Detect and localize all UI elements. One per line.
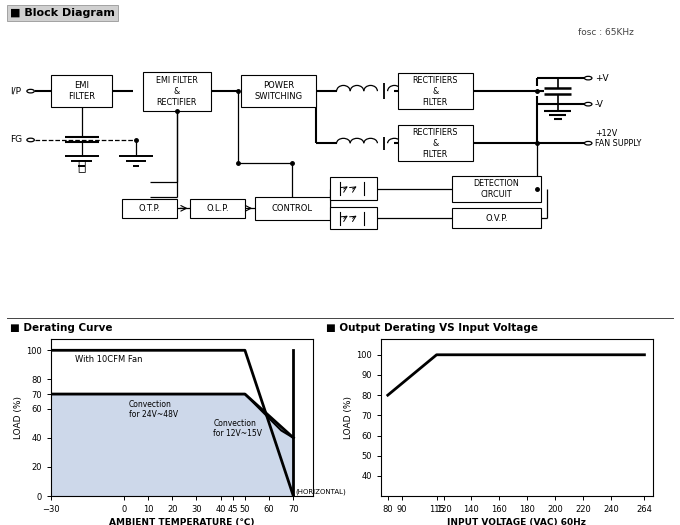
Bar [51, 75, 112, 108]
Bar [255, 197, 330, 219]
Y-axis label: LOAD (%): LOAD (%) [344, 396, 353, 439]
Text: EMI FILTER
&
RECTIFIER: EMI FILTER & RECTIFIER [156, 76, 198, 107]
Text: With 10CFM Fan: With 10CFM Fan [75, 355, 143, 364]
Text: Convection
for 12V~15V: Convection for 12V~15V [214, 419, 262, 438]
Text: (HORIZONTAL): (HORIZONTAL) [296, 488, 347, 495]
Bar [398, 125, 473, 161]
Text: Convection
for 24V~48V: Convection for 24V~48V [129, 400, 177, 419]
Text: ■ Block Diagram: ■ Block Diagram [10, 8, 115, 18]
Text: CONTROL: CONTROL [272, 204, 313, 213]
Text: RECTIFIERS
&
FILTER: RECTIFIERS & FILTER [413, 128, 458, 159]
Bar [398, 74, 473, 109]
Bar [190, 198, 245, 218]
Bar [122, 198, 177, 218]
Text: +V: +V [595, 74, 609, 82]
Text: fosc : 65KHz: fosc : 65KHz [578, 28, 634, 37]
Text: O.V.P.: O.V.P. [485, 214, 508, 223]
Bar [330, 207, 377, 229]
Text: +12V
FAN SUPPLY: +12V FAN SUPPLY [595, 129, 641, 148]
Bar [143, 71, 211, 111]
Circle shape [27, 138, 34, 142]
Y-axis label: LOAD (%): LOAD (%) [14, 396, 23, 439]
Text: I/P: I/P [10, 87, 21, 96]
Bar [241, 75, 316, 108]
Polygon shape [51, 394, 293, 496]
Circle shape [584, 141, 592, 145]
Text: FG: FG [10, 135, 22, 144]
Text: RECTIFIERS
&
FILTER: RECTIFIERS & FILTER [413, 76, 458, 107]
Circle shape [584, 76, 592, 80]
Text: O.L.P.: O.L.P. [206, 204, 229, 213]
X-axis label: AMBIENT TEMPERATURE (℃): AMBIENT TEMPERATURE (℃) [109, 518, 254, 525]
Text: EMI
FILTER: EMI FILTER [68, 81, 95, 101]
Text: ⏚: ⏚ [78, 159, 86, 173]
Circle shape [27, 89, 34, 93]
Text: -V: -V [595, 100, 604, 109]
Bar [330, 177, 377, 200]
Bar [452, 208, 541, 228]
X-axis label: INPUT VOLTAGE (VAC) 60Hz: INPUT VOLTAGE (VAC) 60Hz [447, 518, 586, 525]
Text: POWER
SWITCHING: POWER SWITCHING [255, 81, 303, 101]
Text: O.T.P.: O.T.P. [139, 204, 160, 213]
Text: ■ Derating Curve: ■ Derating Curve [10, 323, 113, 333]
Text: DETECTION
CIRCUIT: DETECTION CIRCUIT [473, 178, 520, 199]
Bar [452, 176, 541, 202]
Circle shape [584, 102, 592, 106]
Text: ■ Output Derating VS Input Voltage: ■ Output Derating VS Input Voltage [326, 323, 539, 333]
